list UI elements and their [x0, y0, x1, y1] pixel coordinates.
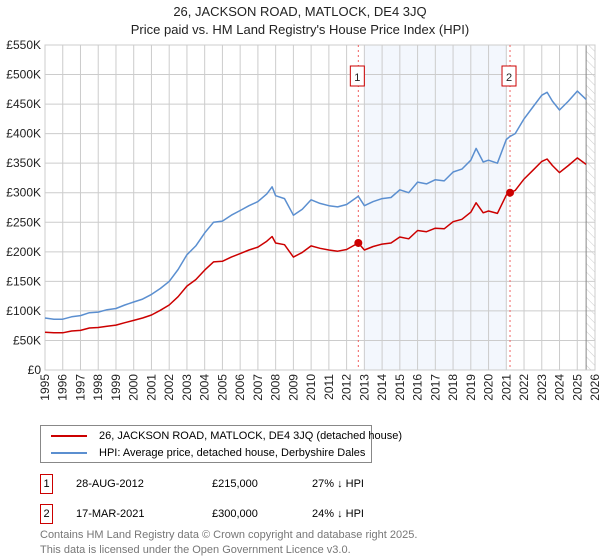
x-tick-label: 2018 — [446, 374, 460, 401]
x-tick-label: 2012 — [340, 374, 354, 401]
sale-hpi-diff: 24% ↓ HPI — [312, 508, 364, 520]
x-tick-label: 2008 — [269, 374, 283, 401]
x-tick-label: 2001 — [144, 374, 158, 401]
x-tick-label: 2004 — [198, 374, 212, 401]
plot-border — [44, 44, 596, 371]
legend-swatch-blue — [51, 452, 87, 454]
sale-point — [354, 238, 363, 247]
sale-badge: 2 — [40, 504, 53, 524]
x-tick-label: 2015 — [393, 374, 407, 401]
plot-area: 1995 1996 1997 1998 1999 2000 2001 2002 2003 2004… — [6, 38, 600, 401]
y-tick-label: £450K — [6, 97, 41, 111]
sale-date: 17-MAR-2021 — [76, 508, 145, 520]
sale-price: £215,000 — [212, 478, 258, 490]
x-tick-label: 1995 — [38, 374, 52, 401]
sale-label: 2 — [506, 72, 512, 84]
x-tick-label: 2011 — [322, 374, 336, 400]
y-tick-label: £350K — [6, 156, 41, 170]
chart-title: 26, JACKSON ROAD, MATLOCK, DE4 3JQ — [173, 4, 427, 19]
footer-copyright: Contains HM Land Registry data © Crown c… — [40, 529, 418, 541]
sale-label-box — [349, 65, 365, 87]
footer-licence: This data is licensed under the Open Gov… — [40, 544, 351, 556]
sale-label-box — [501, 65, 517, 87]
x-tick-label: 2000 — [127, 374, 141, 401]
hpi-line — [44, 90, 587, 320]
y-tick-label: £50K — [13, 333, 41, 347]
x-tick-label: 1996 — [56, 374, 70, 401]
legend-label: HPI: Average price, detached house, Derb… — [99, 447, 366, 459]
sale-price: £300,000 — [212, 508, 258, 520]
chart-subtitle: Price paid vs. HM Land Registry's House … — [130, 22, 470, 37]
y-tick-label: £300K — [6, 186, 41, 200]
x-tick-label: 2014 — [375, 374, 389, 401]
legend-label: 26, JACKSON ROAD, MATLOCK, DE4 3JQ (deta… — [99, 430, 403, 442]
y-tick-label: £200K — [6, 245, 41, 259]
legend-item-hpi: HPI: Average price, detached house, Derb… — [51, 445, 365, 461]
x-tick-label: 2020 — [482, 374, 496, 401]
sale-label: 1 — [354, 72, 360, 84]
forecast-hatch — [586, 45, 595, 370]
x-tick-label: 2017 — [428, 374, 442, 401]
x-tick-label: 2016 — [411, 374, 425, 401]
legend-item-property: 26, JACKSON ROAD, MATLOCK, DE4 3JQ (deta… — [51, 428, 402, 444]
x-tick-label: 2002 — [162, 374, 176, 401]
legend: 26, JACKSON ROAD, MATLOCK, DE4 3JQ (deta… — [40, 425, 402, 463]
x-tick-label: 2006 — [233, 374, 247, 401]
x-tick-label: 1998 — [91, 374, 105, 401]
x-tick-label: 2026 — [588, 374, 600, 401]
x-tick-label: 2010 — [304, 374, 318, 401]
x-tick-label: 2024 — [553, 374, 567, 401]
x-tick-label: 2023 — [535, 374, 549, 401]
x-tick-label: 2021 — [499, 374, 513, 401]
x-tick-label: 2003 — [180, 374, 194, 401]
y-tick-label: £500K — [6, 68, 41, 82]
y-tick-label: £250K — [6, 215, 41, 229]
x-tick-label: 2007 — [251, 374, 265, 401]
legend-swatch-red — [51, 435, 87, 437]
y-tick-label: £100K — [6, 304, 41, 318]
y-tick-label: £550K — [6, 38, 41, 52]
x-tick-label: 2009 — [286, 374, 300, 401]
y-tick-label: £0 — [28, 363, 42, 377]
x-tick-label: 2022 — [517, 374, 531, 401]
x-tick-label: 2019 — [464, 374, 478, 401]
sale-hpi-diff: 27% ↓ HPI — [312, 478, 364, 490]
x-tick-label: 1999 — [109, 374, 123, 401]
sale-date: 28-AUG-2012 — [76, 478, 144, 490]
y-tick-label: £400K — [6, 127, 41, 141]
sale-point — [506, 188, 515, 197]
x-tick-label: 2005 — [215, 374, 229, 401]
x-tick-label: 2013 — [357, 374, 371, 401]
sale-badge: 1 — [40, 474, 53, 494]
x-tick-label: 1997 — [73, 374, 87, 401]
x-tick-label: 2025 — [570, 374, 584, 401]
y-tick-label: £150K — [6, 274, 41, 288]
